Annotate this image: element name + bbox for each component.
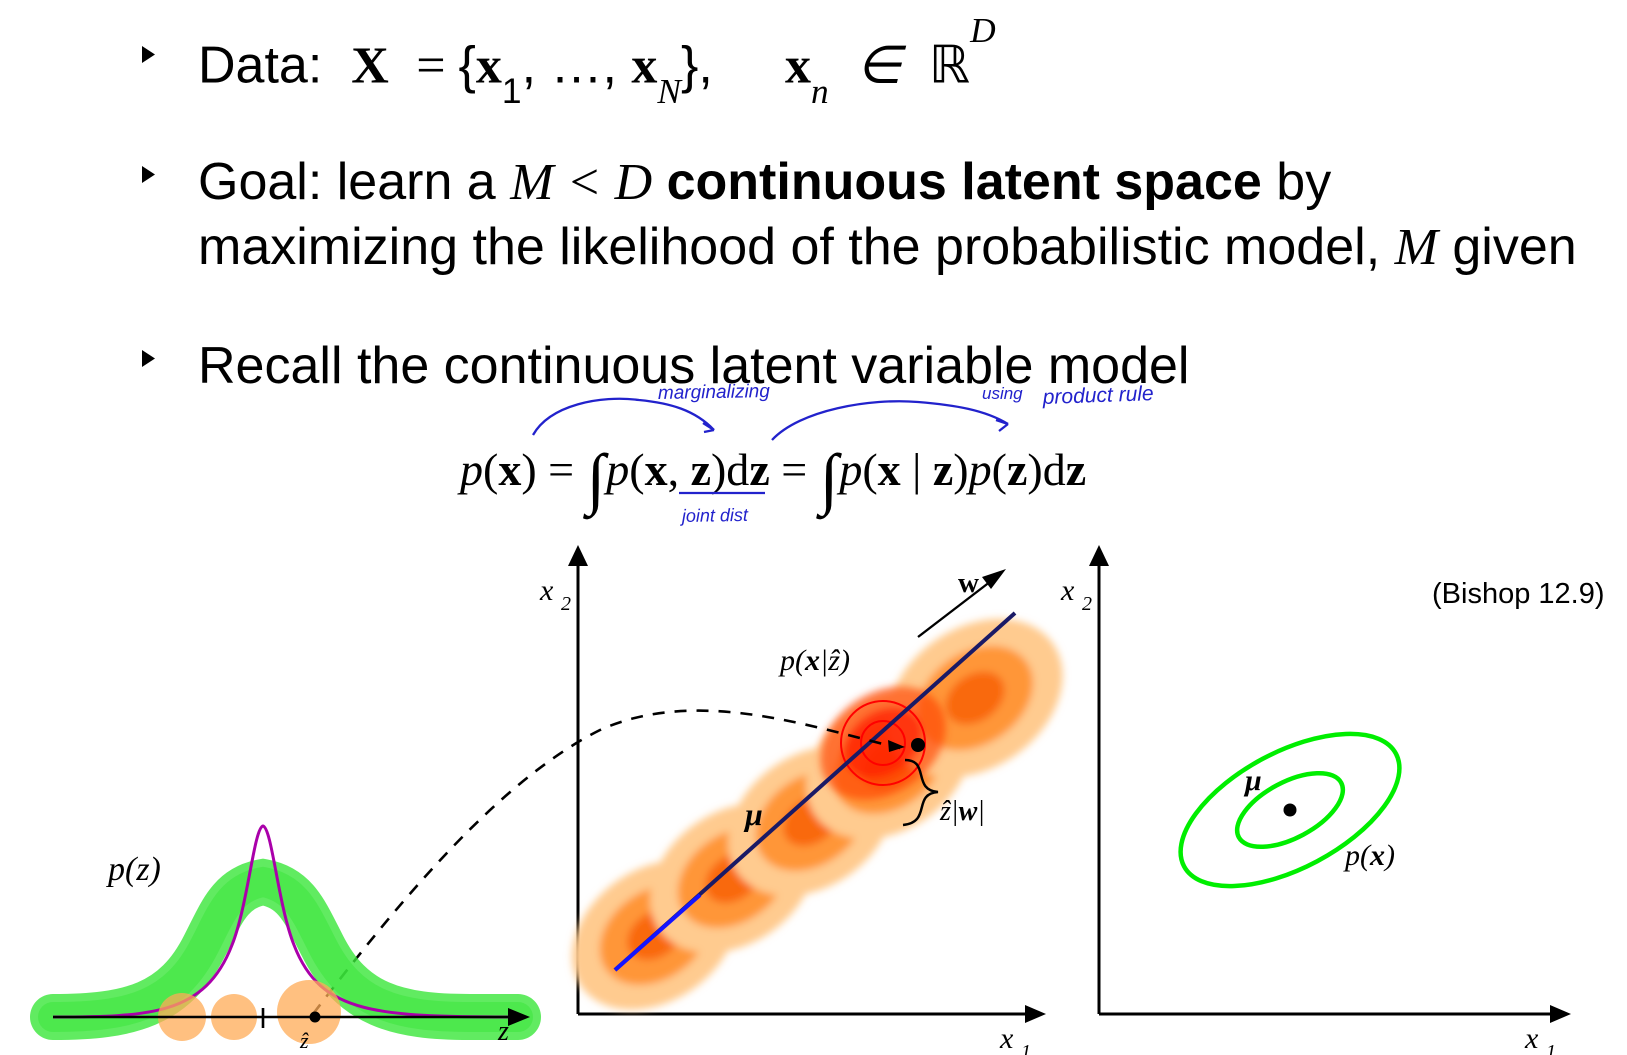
svg-text:2: 2 bbox=[561, 593, 571, 615]
svg-text:μ: μ bbox=[1243, 764, 1262, 797]
svg-text:z: z bbox=[497, 1016, 509, 1047]
svg-text:ẑ|w|: ẑ|w| bbox=[939, 796, 985, 827]
svg-text:p(z): p(z) bbox=[106, 851, 161, 888]
svg-text:x: x bbox=[539, 574, 554, 607]
svg-text:1: 1 bbox=[1546, 1041, 1556, 1055]
svg-text:p(x|ẑ): p(x|ẑ) bbox=[778, 644, 850, 677]
svg-text:x: x bbox=[1060, 574, 1075, 607]
svg-text:p(x): p(x) bbox=[1343, 839, 1395, 872]
svg-text:(Bishop 12.9): (Bishop 12.9) bbox=[1432, 578, 1605, 610]
svg-text:2: 2 bbox=[1082, 593, 1092, 615]
svg-text:μ: μ bbox=[743, 796, 763, 832]
svg-text:x: x bbox=[999, 1022, 1014, 1055]
svg-text:1: 1 bbox=[1021, 1041, 1031, 1055]
svg-text:x: x bbox=[1524, 1022, 1539, 1055]
svg-text:ẑ: ẑ bbox=[299, 1028, 309, 1053]
svg-text:w: w bbox=[958, 567, 979, 599]
